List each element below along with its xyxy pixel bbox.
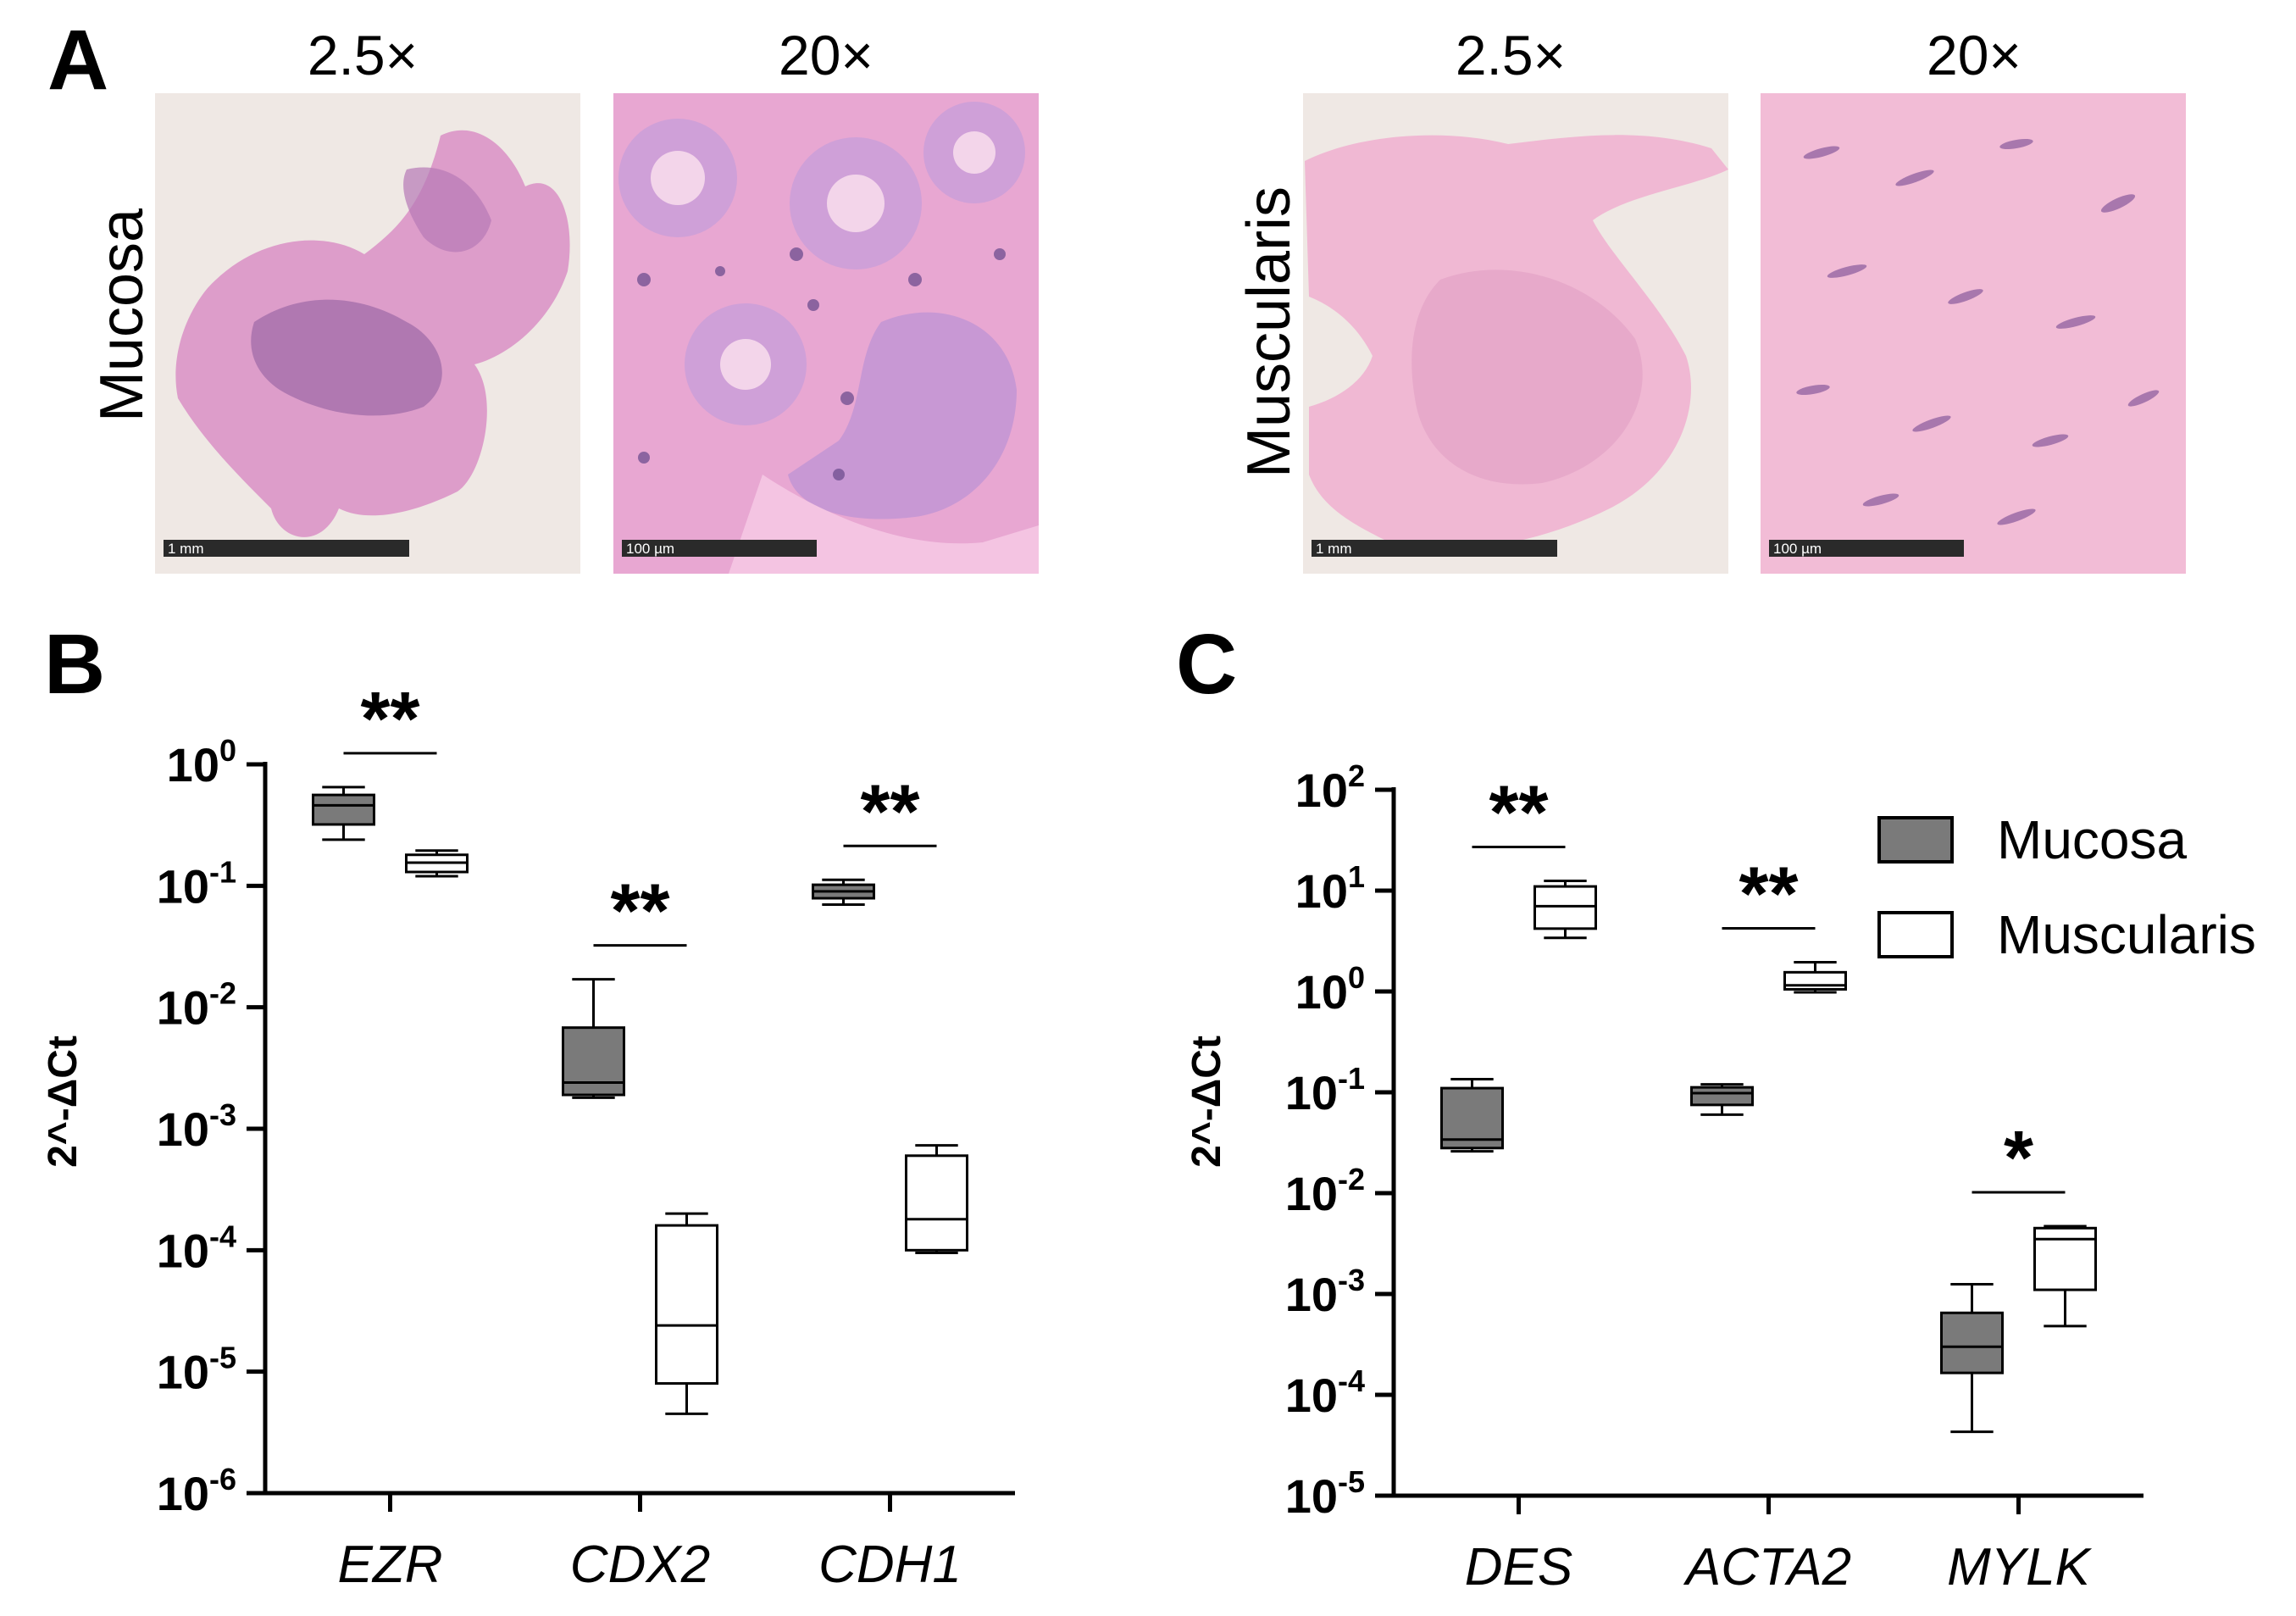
magnification-label: 2.5× <box>1456 24 1566 86</box>
y-tick-label: 10-5 <box>157 1341 236 1399</box>
magnification-label: 2.5× <box>308 24 418 86</box>
y-tick-label: 10-2 <box>157 976 236 1035</box>
scale-bar-label: 100 µm <box>626 541 674 557</box>
y-tick-label: 10-1 <box>157 854 236 913</box>
significance-marker: ** <box>1489 770 1548 855</box>
box-muscularis <box>2033 1226 2097 1291</box>
significance-marker: * <box>2004 1116 2033 1201</box>
legend-label-mucosa: Mucosa <box>1997 809 2188 870</box>
significance-marker: ** <box>360 677 419 762</box>
panel-letter-b: B <box>44 617 105 712</box>
y-tick-label: 100 <box>1295 960 1365 1019</box>
panel-letter-a: A <box>47 13 108 108</box>
box-muscularis <box>905 1154 968 1252</box>
x-tick-label: CDX2 <box>570 1535 710 1594</box>
y-tick-label: 10-6 <box>157 1462 236 1520</box>
y-tick-label: 102 <box>1295 758 1365 817</box>
legend: Mucosa Muscularis <box>1877 809 2256 965</box>
legend-swatch-mucosa <box>1877 816 1954 864</box>
significance-marker: ** <box>860 769 919 854</box>
y-tick-label: 101 <box>1295 859 1365 918</box>
x-tick-label: MYLK <box>1947 1538 2092 1597</box>
y-tick-label: 10-3 <box>157 1097 236 1156</box>
histology-image-muscularis-20x: 100 µm <box>1761 93 2186 574</box>
histology-image-mucosa-20x: 100 µm <box>613 93 1039 574</box>
x-tick-label: EZR <box>338 1535 443 1594</box>
y-axis-label-b: 2^-ΔCt <box>41 1036 86 1168</box>
histology-image-mucosa-2.5x: 1 mm <box>155 93 580 574</box>
box-muscularis <box>1783 970 1847 991</box>
y-tick-label: 10-4 <box>1285 1363 1365 1422</box>
scale-bar-label: 1 mm <box>1316 541 1352 557</box>
scale-bar-label: 1 mm <box>168 541 204 557</box>
legend-label-muscularis: Muscularis <box>1997 904 2256 965</box>
box-mucosa <box>312 793 375 826</box>
magnification-label: 20× <box>1927 24 2021 86</box>
significance-marker: ** <box>610 869 669 954</box>
y-axis-label-c: 2^-ΔCt <box>1184 1036 1229 1168</box>
chart-b: 100 10-1 10-2 10-3 10-4 10-5 10-6 EZR CDX2 CDH1 **… <box>157 677 1015 1594</box>
box-muscularis <box>1533 885 1597 930</box>
significance-marker: ** <box>1739 852 1798 936</box>
y-tick-label: 10-4 <box>157 1219 236 1277</box>
legend-swatch-muscularis <box>1877 911 1954 958</box>
y-tick-label: 100 <box>167 733 236 791</box>
y-tick-label: 10-5 <box>1285 1464 1365 1523</box>
x-tick-label: ACTA2 <box>1683 1538 1851 1597</box>
y-tick-label: 10-3 <box>1285 1263 1365 1321</box>
box-mucosa <box>1940 1311 2004 1374</box>
row-label-muscularis: Muscularis <box>1235 186 1303 478</box>
chart-c: 102 101 100 10-1 10-2 10-3 10-4 10-5 DES ACTA2 MYL… <box>1285 758 2143 1597</box>
y-tick-label: 10-2 <box>1285 1162 1365 1220</box>
box-mucosa <box>1690 1086 1754 1107</box>
box-mucosa <box>1440 1086 1504 1150</box>
scale-bar-label: 100 µm <box>1773 541 1822 557</box>
box-muscularis <box>655 1224 718 1386</box>
x-tick-label: DES <box>1465 1538 1572 1597</box>
histology-image-muscularis-2.5x: 1 mm <box>1303 93 1728 574</box>
y-tick-label: 10-1 <box>1285 1061 1365 1119</box>
x-tick-label: CDH1 <box>818 1535 962 1594</box>
box-mucosa <box>562 1026 625 1097</box>
magnification-label: 20× <box>779 24 873 86</box>
panel-letter-c: C <box>1176 617 1237 712</box>
row-label-mucosa: Mucosa <box>88 208 156 422</box>
